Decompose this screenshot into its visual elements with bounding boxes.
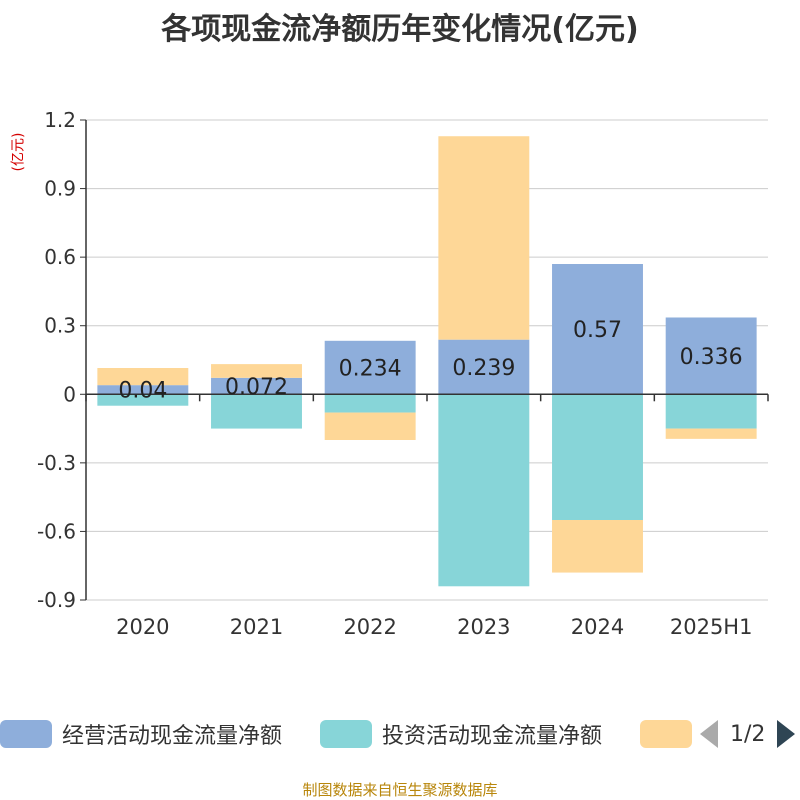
bar-financing-2020 [97, 368, 189, 386]
legend-item-financing[interactable] [640, 716, 692, 752]
bar-operating-2022 [324, 340, 416, 395]
x-tick-label: 2024 [571, 615, 624, 639]
bar-financing-2024 [552, 520, 643, 573]
bar-investing-2025H1 [665, 394, 757, 429]
y-tick-label: 0 [63, 382, 76, 406]
legend-label-investing: 投资活动现金流量净额 [382, 724, 603, 749]
legend-item-investing[interactable]: 投资活动现金流量净额 [320, 716, 602, 752]
bar-operating-2020 [97, 385, 189, 395]
y-tick-label: 0.9 [44, 177, 76, 201]
legend: 经营活动现金流量净额 投资活动现金流量净额 1/2 [0, 716, 800, 756]
data-labels: 0.04 0.072 0.234 0.239 0.57 0.336 [118, 318, 742, 404]
data-label-2021: 0.072 [225, 375, 288, 400]
data-label-2022: 0.234 [339, 357, 402, 382]
legend-pager: 1/2 [700, 716, 796, 752]
legend-swatch-investing [320, 720, 372, 748]
bar-financing-2021 [211, 364, 302, 378]
grid-lines [80, 119, 768, 601]
bar-investing-2021 [211, 394, 302, 429]
bar-investing-2023 [438, 394, 530, 587]
x-tick-label: 2021 [230, 615, 283, 639]
x-tick-labels: 2020 2021 2022 2023 2024 2025H1 [116, 615, 752, 639]
bar-investing-2022 [324, 394, 416, 413]
y-tick-label: 1.2 [44, 108, 76, 132]
source-note: 制图数据来自恒生聚源数据库 [302, 781, 498, 799]
axes [85, 120, 769, 600]
pager-text: 1/2 [730, 721, 766, 747]
pager-prev-icon[interactable] [700, 720, 718, 748]
data-label-2025H1: 0.336 [680, 345, 743, 370]
legend-item-operating[interactable]: 经营活动现金流量净额 [0, 716, 282, 752]
data-label-2020: 0.04 [118, 379, 167, 404]
bar-financing-2022 [324, 412, 416, 440]
bar-financing-2023 [438, 136, 530, 340]
x-tick-label: 2020 [116, 615, 169, 639]
chart-plot: 1.20.90.60.30-0.3-0.6-0.9 2020 2021 2022 20… [37, 108, 769, 639]
x-tick-label: 2025H1 [670, 615, 753, 639]
bar-financing-2025H1 [665, 428, 757, 439]
bar-operating-2025H1 [665, 317, 757, 395]
x-tick-label: 2022 [343, 615, 396, 639]
y-tick-label: -0.9 [37, 588, 76, 612]
bar-investing-2024 [552, 394, 643, 520]
bar-operating-2024 [552, 264, 643, 395]
bar-operating-2023 [438, 339, 530, 395]
data-label-2023: 0.239 [452, 356, 515, 381]
pager-next-icon[interactable] [777, 720, 796, 748]
bar-operating-2021 [211, 377, 302, 395]
legend-swatch-operating [0, 720, 52, 748]
chart-title: 各项现金流净额历年变化情况(亿元) [161, 12, 639, 47]
x-tick-label: 2023 [457, 615, 510, 639]
y-tick-label: -0.3 [37, 451, 76, 475]
bar-investing-2020 [97, 394, 189, 406]
legend-label-operating: 经营活动现金流量净额 [62, 724, 283, 749]
bars [97, 136, 757, 587]
y-tick-label: 0.6 [44, 245, 76, 269]
y-tick-label: 0.3 [44, 314, 76, 338]
data-label-2024: 0.57 [573, 318, 622, 343]
y-tick-labels: 1.2 0.9 0.6 0.3 0 -0.3 -0.6 -0.9 [37, 108, 76, 612]
y-tick-label: -0.6 [37, 519, 76, 543]
legend-swatch-financing [640, 720, 692, 748]
